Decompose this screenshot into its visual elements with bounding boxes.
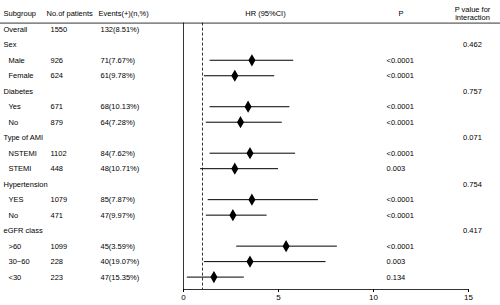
svg-text:5: 5 bbox=[276, 293, 281, 302]
svg-text:Events(+)(n,%): Events(+)(n,%) bbox=[99, 9, 150, 18]
svg-text:879: 879 bbox=[51, 118, 64, 127]
svg-text:926: 926 bbox=[51, 56, 64, 65]
svg-text:448: 448 bbox=[51, 164, 64, 173]
svg-text:40(19.07%): 40(19.07%) bbox=[101, 257, 140, 266]
svg-text:671: 671 bbox=[51, 102, 64, 111]
svg-text:0.003: 0.003 bbox=[387, 257, 406, 266]
svg-text:64(7.28%): 64(7.28%) bbox=[101, 118, 136, 127]
svg-text:YES: YES bbox=[9, 195, 24, 204]
svg-text:Male: Male bbox=[9, 56, 25, 65]
svg-text:1079: 1079 bbox=[51, 195, 68, 204]
svg-text:1550: 1550 bbox=[51, 25, 68, 34]
svg-text:Diabetes: Diabetes bbox=[4, 87, 34, 96]
svg-text:30~60: 30~60 bbox=[9, 257, 30, 266]
svg-text:<30: <30 bbox=[9, 273, 22, 282]
svg-text:Yes: Yes bbox=[9, 102, 21, 111]
svg-text:Female: Female bbox=[9, 71, 34, 80]
svg-text:68(10.13%): 68(10.13%) bbox=[101, 102, 140, 111]
svg-text:45(3.59%): 45(3.59%) bbox=[101, 242, 136, 251]
svg-text:No: No bbox=[9, 118, 19, 127]
svg-text:10: 10 bbox=[369, 293, 378, 302]
svg-text:0.754: 0.754 bbox=[463, 180, 482, 189]
svg-text:0.003: 0.003 bbox=[387, 164, 406, 173]
svg-text:<0.0001: <0.0001 bbox=[387, 195, 414, 204]
svg-text:0: 0 bbox=[181, 293, 186, 302]
svg-text:0.417: 0.417 bbox=[463, 226, 482, 235]
svg-text:0.462: 0.462 bbox=[463, 40, 482, 49]
svg-text:NSTEMI: NSTEMI bbox=[9, 149, 37, 158]
svg-text:0.757: 0.757 bbox=[463, 87, 482, 96]
svg-text:471: 471 bbox=[51, 211, 64, 220]
svg-text:<0.0001: <0.0001 bbox=[387, 149, 414, 158]
svg-text:624: 624 bbox=[51, 71, 64, 80]
svg-text:Subgroup: Subgroup bbox=[4, 9, 37, 18]
svg-text:STEMI: STEMI bbox=[9, 164, 32, 173]
svg-text:84(7.62%): 84(7.62%) bbox=[101, 149, 136, 158]
svg-text:P: P bbox=[399, 9, 404, 18]
svg-text:<0.0001: <0.0001 bbox=[387, 71, 414, 80]
svg-text:<0.0001: <0.0001 bbox=[387, 211, 414, 220]
svg-text:132(8.51%): 132(8.51%) bbox=[101, 25, 140, 34]
svg-text:48(10.71%): 48(10.71%) bbox=[101, 164, 140, 173]
svg-text:Type of AMI: Type of AMI bbox=[4, 133, 44, 142]
svg-text:Overall: Overall bbox=[4, 25, 28, 34]
svg-text:71(7.67%): 71(7.67%) bbox=[101, 56, 136, 65]
svg-text:Hypertension: Hypertension bbox=[4, 180, 48, 189]
svg-text:85(7.87%): 85(7.87%) bbox=[101, 195, 136, 204]
svg-text:223: 223 bbox=[51, 273, 64, 282]
svg-text:0.071: 0.071 bbox=[463, 133, 482, 142]
svg-text:No: No bbox=[9, 211, 19, 220]
svg-text:47(9.97%): 47(9.97%) bbox=[101, 211, 136, 220]
svg-text:47(15.35%): 47(15.35%) bbox=[101, 273, 140, 282]
svg-text:<0.0001: <0.0001 bbox=[387, 118, 414, 127]
svg-text:HR (95%CI): HR (95%CI) bbox=[245, 9, 286, 18]
svg-text:61(9.78%): 61(9.78%) bbox=[101, 71, 136, 80]
svg-text:eGFR class: eGFR class bbox=[4, 226, 43, 235]
svg-text:1102: 1102 bbox=[51, 149, 67, 158]
svg-text:>60: >60 bbox=[9, 242, 22, 251]
svg-text:P value forinteraction: P value forinteraction bbox=[455, 5, 491, 22]
svg-text:<0.0001: <0.0001 bbox=[387, 56, 414, 65]
svg-text:<0.0001: <0.0001 bbox=[387, 102, 414, 111]
svg-text:1099: 1099 bbox=[51, 242, 68, 251]
svg-text:Sex: Sex bbox=[4, 40, 17, 49]
svg-text:0.134: 0.134 bbox=[387, 273, 406, 282]
svg-text:No.of patients: No.of patients bbox=[47, 9, 94, 18]
svg-text:228: 228 bbox=[51, 257, 64, 266]
svg-text:<0.0001: <0.0001 bbox=[387, 242, 414, 251]
svg-text:15: 15 bbox=[464, 293, 473, 302]
